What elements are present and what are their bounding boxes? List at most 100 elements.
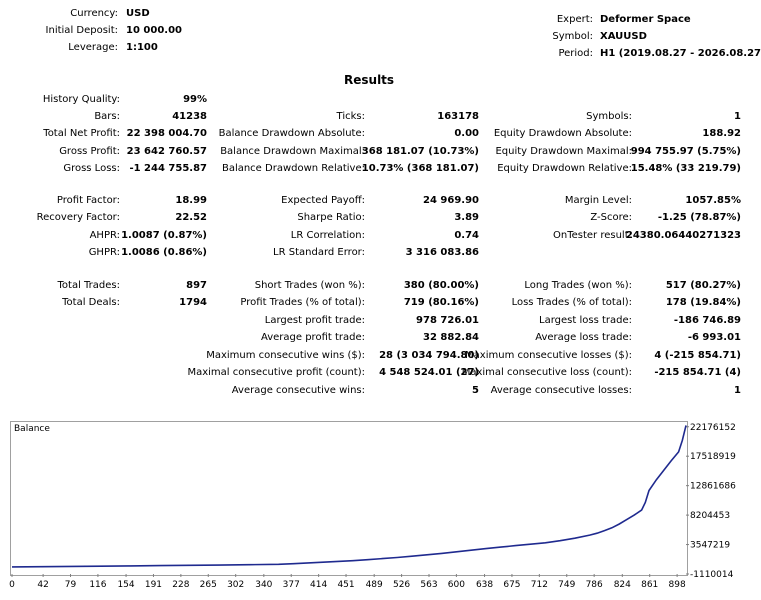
balance-dd-max-value: 368 181.07 (10.73%) <box>361 146 479 157</box>
x-tick-label: 42 <box>37 580 48 590</box>
balance-dd-rel-label: Balance Drawdown Relative: <box>221 163 365 174</box>
period-label: Period: <box>558 48 593 59</box>
gross-profit-label: Gross Profit: <box>59 146 120 157</box>
chart-title: Balance <box>14 424 50 434</box>
loss-trades-label: Loss Trades (% of total): <box>511 297 632 308</box>
y-tick-label: 22176152 <box>690 423 736 433</box>
max-consec-wins-value: 28 (3 034 794.80) <box>379 350 479 361</box>
max-consec-losses-value: 4 (-215 854.71) <box>654 350 741 361</box>
largest-profit-value: 978 726.01 <box>416 315 479 326</box>
equity-dd-abs-value: 188.92 <box>702 128 741 139</box>
expected-payoff-label: Expected Payoff: <box>281 195 365 206</box>
avg-consec-losses-label: Average consecutive losses: <box>490 385 632 396</box>
avg-consec-wins-label: Average consecutive wins: <box>231 385 365 396</box>
period-value: H1 (2019.08.27 - 2026.08.27) <box>600 48 761 59</box>
x-tick-label: 451 <box>337 580 354 590</box>
balance-dd-rel-value: 10.73% (368 181.07) <box>361 163 479 174</box>
leverage-value: 1:100 <box>126 42 158 53</box>
x-tick-label: 302 <box>227 580 244 590</box>
profit-factor-label: Profit Factor: <box>56 195 120 206</box>
equity-dd-rel-label: Equity Drawdown Relative: <box>497 163 632 174</box>
ontester-label: OnTester result: <box>552 230 632 241</box>
x-tick-label: 489 <box>366 580 383 590</box>
ghpr-value: 1.0086 (0.86%) <box>121 247 207 258</box>
sharpe-ratio-label: Sharpe Ratio: <box>297 212 365 223</box>
x-tick-label: 79 <box>65 580 77 590</box>
balance-chart <box>10 421 688 576</box>
loss-trades-value: 178 (19.84%) <box>665 297 741 308</box>
x-tick-label: 600 <box>448 580 465 590</box>
x-tick-label: 340 <box>255 580 272 590</box>
x-tick-label: 414 <box>310 580 327 590</box>
symbols-value: 1 <box>734 111 741 122</box>
recovery-factor-value: 22.52 <box>175 212 207 223</box>
avg-consec-wins-value: 5 <box>472 385 479 396</box>
avg-profit-label: Average profit trade: <box>260 332 365 343</box>
equity-dd-rel-value: 15.48% (33 219.79) <box>630 163 741 174</box>
ticks-label: Ticks: <box>336 111 365 122</box>
initial-deposit-value: 10 000.00 <box>126 25 182 36</box>
margin-level-label: Margin Level: <box>564 195 632 206</box>
currency-label: Currency: <box>70 8 118 19</box>
symbol-label: Symbol: <box>552 31 593 42</box>
x-tick-label: 377 <box>283 580 300 590</box>
initial-deposit-label: Initial Deposit: <box>45 25 118 36</box>
lr-correlation-value: 0.74 <box>454 230 479 241</box>
long-trades-label: Long Trades (won %): <box>524 280 632 291</box>
total-trades-label: Total Trades: <box>57 280 121 291</box>
x-tick-label: 898 <box>669 580 686 590</box>
maximal-consec-loss-value: -215 854.71 (4) <box>654 367 741 378</box>
ahpr-value: 1.0087 (0.87%) <box>121 230 207 241</box>
expected-payoff-value: 24 969.90 <box>423 195 479 206</box>
equity-dd-max-value: 994 755.97 (5.75%) <box>630 146 741 157</box>
total-trades-value: 897 <box>186 280 207 291</box>
equity-dd-abs-label: Equity Drawdown Absolute: <box>493 128 632 139</box>
total-net-profit-label: Total Net Profit: <box>43 128 120 139</box>
history-quality-value: 99% <box>183 94 207 105</box>
y-tick-label: 12861686 <box>690 482 736 492</box>
x-tick-label: 154 <box>117 580 134 590</box>
x-tick-label: 638 <box>476 580 493 590</box>
ghpr-label: GHPR: <box>88 247 120 258</box>
avg-consec-losses-value: 1 <box>734 385 741 396</box>
avg-loss-label: Average loss trade: <box>535 332 632 343</box>
profit-trades-value: 719 (80.16%) <box>403 297 479 308</box>
gross-loss-label: Gross Loss: <box>63 163 120 174</box>
x-tick-label: 563 <box>420 580 437 590</box>
expert-value: Deformer Space <box>600 14 691 25</box>
gross-loss-value: -1 244 755.87 <box>129 163 207 174</box>
max-consec-losses-label: Maximum consecutive losses ($): <box>465 350 632 361</box>
sharpe-ratio-value: 3.89 <box>454 212 479 223</box>
x-tick-label: 824 <box>614 580 631 590</box>
balance-dd-abs-label: Balance Drawdown Absolute: <box>218 128 365 139</box>
bars-label: Bars: <box>94 111 120 122</box>
max-consec-wins-label: Maximum consecutive wins ($): <box>206 350 365 361</box>
x-tick-label: 861 <box>641 580 658 590</box>
x-tick-label: 191 <box>145 580 162 590</box>
symbols-label: Symbols: <box>586 111 632 122</box>
bars-value: 41238 <box>172 111 207 122</box>
avg-profit-value: 32 882.84 <box>423 332 479 343</box>
currency-value: USD <box>126 8 150 19</box>
recovery-factor-label: Recovery Factor: <box>36 212 120 223</box>
results-title: Results <box>344 73 395 87</box>
total-net-profit-value: 22 398 004.70 <box>126 128 207 139</box>
maximal-consec-profit-label: Maximal consecutive profit (count): <box>187 367 365 378</box>
ticks-value: 163178 <box>437 111 479 122</box>
y-tick-label: 8204453 <box>690 511 730 521</box>
y-tick-label: 17518919 <box>690 452 736 462</box>
ontester-value: 24380.06440271323 <box>625 230 741 241</box>
x-tick-label: 526 <box>393 580 410 590</box>
balance-dd-abs-value: 0.00 <box>454 128 479 139</box>
maximal-consec-profit-value: 4 548 524.01 (27) <box>379 367 479 378</box>
short-trades-label: Short Trades (won %): <box>254 280 365 291</box>
x-tick-label: 265 <box>200 580 217 590</box>
maximal-consec-loss-label: Maximal consecutive loss (count): <box>461 367 632 378</box>
gross-profit-value: 23 642 760.57 <box>126 146 207 157</box>
lr-std-error-value: 3 316 083.86 <box>405 247 479 258</box>
x-tick-label: 116 <box>89 580 106 590</box>
largest-loss-label: Largest loss trade: <box>539 315 632 326</box>
lr-std-error-label: LR Standard Error: <box>273 247 365 258</box>
x-tick-label: 749 <box>558 580 575 590</box>
